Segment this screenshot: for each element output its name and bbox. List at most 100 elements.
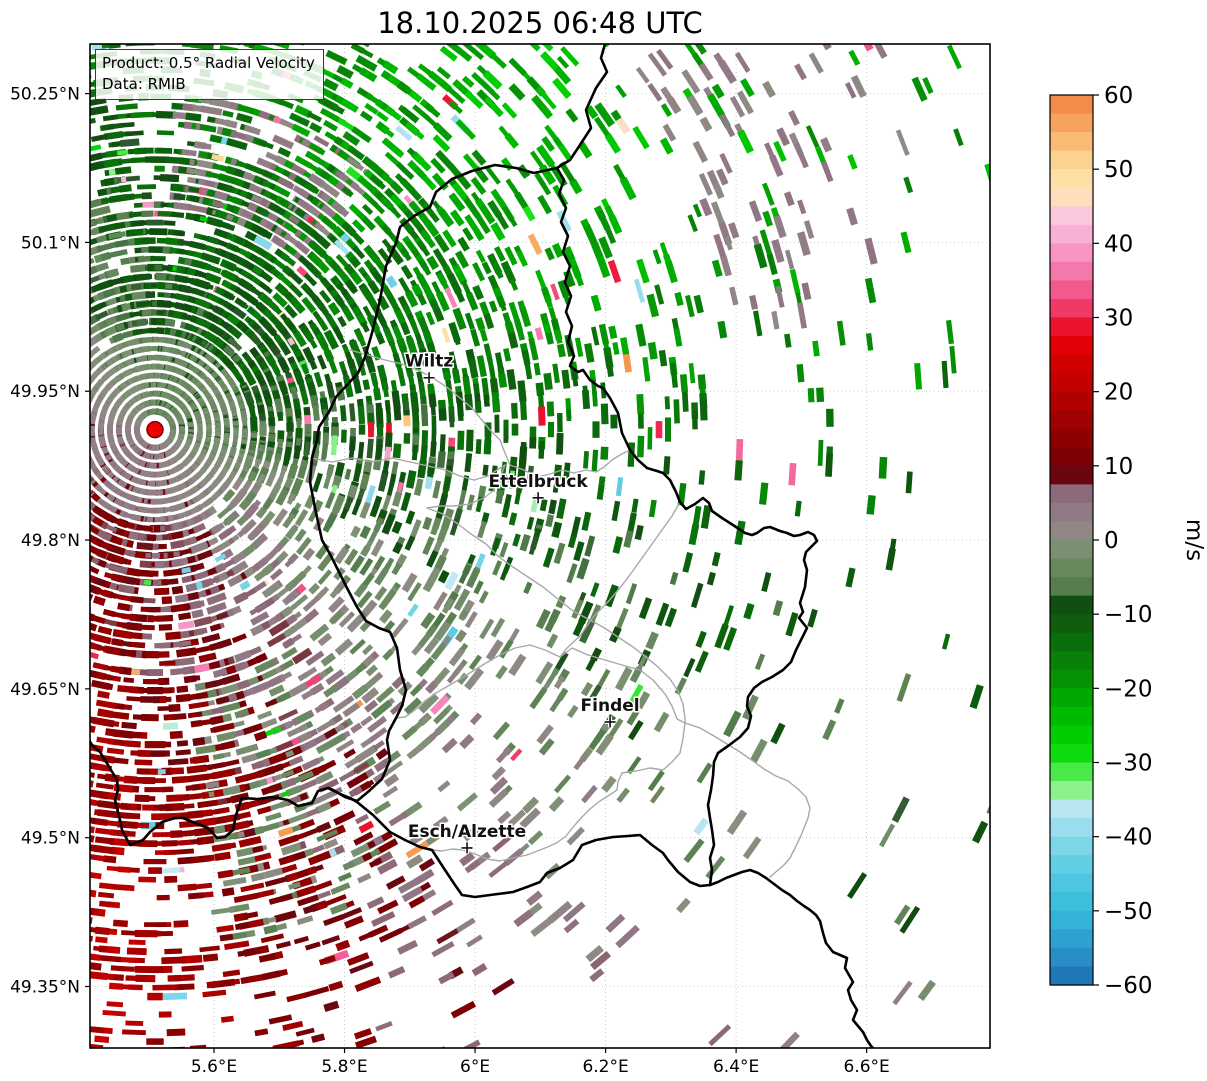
y-tick-label: 50.25°N bbox=[10, 85, 80, 105]
velocity-bins bbox=[90, 44, 990, 1048]
colorbar-segment bbox=[1050, 95, 1093, 115]
colorbar-tick-label: 30 bbox=[1104, 306, 1133, 332]
country-borders bbox=[90, 44, 875, 1048]
y-axis: 50.25°N 50.1°N 49.95°N 49.8°N 49.65°N 49.5°N 4… bbox=[10, 85, 90, 997]
country-border-line bbox=[555, 166, 819, 887]
colorbar-segment bbox=[1050, 910, 1093, 930]
colorbar-segment bbox=[1050, 781, 1093, 801]
city-label: Wiltz bbox=[405, 352, 454, 372]
city-plus-marker bbox=[532, 492, 544, 504]
y-tick-label: 49.8°N bbox=[21, 531, 80, 551]
colorbar-segment bbox=[1050, 577, 1093, 597]
y-tick-label: 49.35°N bbox=[10, 977, 80, 997]
colorbar-tick-label: −20 bbox=[1104, 676, 1153, 702]
internal-border-line bbox=[395, 501, 681, 719]
colorbar-segment bbox=[1050, 132, 1093, 152]
colorbar-tick-label: 50 bbox=[1104, 157, 1133, 183]
colorbar-segment bbox=[1050, 966, 1093, 986]
colorbar-segment bbox=[1050, 169, 1093, 189]
internal-border-line bbox=[431, 669, 686, 862]
colorbar-segment bbox=[1050, 558, 1093, 578]
internal-border-line bbox=[426, 464, 506, 509]
colorbar-unit-label: m/s bbox=[1181, 519, 1207, 561]
colorbar-segment bbox=[1050, 410, 1093, 430]
colorbar-segment bbox=[1050, 354, 1093, 374]
colorbar-segment bbox=[1050, 929, 1093, 949]
colorbar-segment bbox=[1050, 873, 1093, 893]
colorbar-tick-label: 0 bbox=[1104, 528, 1119, 554]
colorbar-tick-label: −30 bbox=[1104, 751, 1153, 777]
city-label: Findel bbox=[581, 696, 640, 716]
colorbar-segment bbox=[1050, 206, 1093, 226]
colorbar-tick-label: −10 bbox=[1104, 602, 1153, 628]
internal-border-line bbox=[349, 349, 511, 466]
gridlines bbox=[90, 44, 990, 1048]
colorbar-segment bbox=[1050, 818, 1093, 838]
canton-borders bbox=[311, 349, 811, 878]
internal-border-line bbox=[311, 457, 506, 481]
product-info-box: Product: 0.5° Radial Velocity Data: RMIB bbox=[95, 49, 324, 100]
colorbar: 60 50 40 30 20 10 0 −10 −20 −30 −40 −50 −60 m/s bbox=[1049, 83, 1207, 999]
data-source-line: Data: RMIB bbox=[102, 75, 186, 93]
city-label: Esch/Alzette bbox=[408, 822, 526, 842]
colorbar-segment bbox=[1050, 465, 1093, 485]
colorbar-segment bbox=[1050, 243, 1093, 263]
colorbar-segment bbox=[1050, 502, 1093, 523]
internal-border-line bbox=[559, 647, 641, 671]
colorbar-tick-label: −60 bbox=[1104, 973, 1153, 999]
x-tick-label: 6.6°E bbox=[844, 1057, 890, 1077]
colorbar-segment bbox=[1050, 484, 1093, 504]
figure-title: 18.10.2025 06:48 UTC bbox=[377, 6, 703, 40]
city-markers: Wiltz Ettelbruck Findel Esch/Alzette bbox=[403, 350, 641, 854]
colorbar-segment bbox=[1050, 706, 1093, 727]
internal-border-line bbox=[509, 449, 631, 478]
colorbar-segment bbox=[1050, 799, 1093, 819]
colorbar-segment bbox=[1050, 892, 1093, 912]
colorbar-segment bbox=[1050, 762, 1093, 782]
colorbar-segment bbox=[1050, 280, 1093, 300]
colorbar-segment bbox=[1050, 521, 1093, 541]
radar-site-marker bbox=[144, 418, 167, 441]
colorbar-segment bbox=[1050, 224, 1093, 244]
city-plus-marker bbox=[461, 842, 473, 854]
country-border-line bbox=[708, 868, 875, 1048]
city-plus-marker bbox=[423, 372, 435, 384]
y-tick-label: 50.1°N bbox=[21, 233, 80, 253]
colorbar-segment bbox=[1050, 688, 1093, 708]
colorbar-segment bbox=[1050, 187, 1093, 207]
radar-dot bbox=[146, 420, 164, 439]
colorbar-segment bbox=[1050, 614, 1093, 634]
colorbar-segment bbox=[1050, 632, 1093, 652]
city-label: Ettelbruck bbox=[488, 472, 588, 492]
colorbar-segment bbox=[1050, 540, 1093, 560]
x-tick-label: 6.2°E bbox=[582, 1057, 628, 1077]
x-tick-label: 6°E bbox=[460, 1057, 490, 1077]
colorbar-segment bbox=[1050, 669, 1093, 689]
colorbar-tick-label: 20 bbox=[1104, 380, 1133, 406]
colorbar-segment bbox=[1050, 651, 1093, 671]
map-frame bbox=[89, 43, 991, 1049]
internal-border-line bbox=[426, 507, 686, 724]
x-axis: 5.6°E 5.8°E 6°E 6.2°E 6.4°E 6.6°E bbox=[191, 1048, 890, 1077]
product-line: Product: 0.5° Radial Velocity bbox=[102, 54, 315, 72]
colorbar-tick-label: −50 bbox=[1104, 899, 1153, 925]
country-border-line bbox=[308, 163, 559, 803]
colorbar-segment bbox=[1050, 447, 1093, 467]
colorbar-segment bbox=[1050, 317, 1093, 337]
colorbar-segment bbox=[1050, 595, 1093, 615]
y-tick-label: 49.5°N bbox=[21, 829, 80, 849]
colorbar-segment bbox=[1050, 113, 1093, 133]
x-tick-label: 5.6°E bbox=[191, 1057, 237, 1077]
y-tick-label: 49.65°N bbox=[10, 680, 80, 700]
country-border-line bbox=[90, 738, 330, 847]
colorbar-segment bbox=[1050, 725, 1093, 745]
colorbar-segment bbox=[1050, 391, 1093, 411]
colorbar-segment bbox=[1050, 855, 1093, 875]
colorbar-tick-label: 10 bbox=[1104, 454, 1133, 480]
colorbar-segment bbox=[1050, 336, 1093, 356]
colorbar-tick-label: 60 bbox=[1104, 83, 1133, 109]
city-plus-marker bbox=[604, 716, 616, 728]
colorbar-segment bbox=[1050, 428, 1093, 448]
colorbar-segment bbox=[1050, 150, 1093, 170]
y-tick-label: 49.95°N bbox=[10, 382, 80, 402]
